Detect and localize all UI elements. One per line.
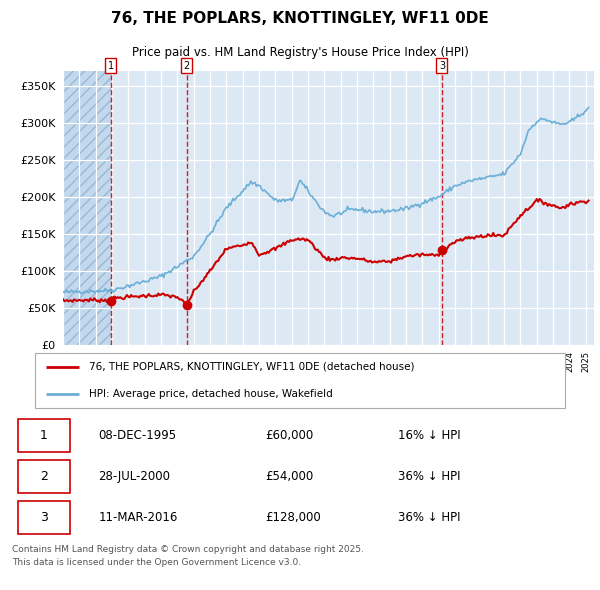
- Text: £128,000: £128,000: [265, 510, 321, 523]
- Text: 3: 3: [439, 61, 445, 71]
- Text: Price paid vs. HM Land Registry's House Price Index (HPI): Price paid vs. HM Land Registry's House …: [131, 47, 469, 60]
- Text: 36% ↓ HPI: 36% ↓ HPI: [398, 510, 460, 523]
- Text: 76, THE POPLARS, KNOTTINGLEY, WF11 0DE: 76, THE POPLARS, KNOTTINGLEY, WF11 0DE: [111, 11, 489, 27]
- FancyBboxPatch shape: [35, 353, 565, 408]
- Bar: [63, 71, 111, 345]
- Text: 2: 2: [40, 470, 47, 483]
- FancyBboxPatch shape: [18, 500, 70, 533]
- Text: Contains HM Land Registry data © Crown copyright and database right 2025.
This d: Contains HM Land Registry data © Crown c…: [12, 545, 364, 568]
- Text: 08-DEC-1995: 08-DEC-1995: [98, 430, 176, 442]
- Text: £60,000: £60,000: [265, 430, 314, 442]
- Text: 1: 1: [40, 430, 47, 442]
- Text: 2: 2: [184, 61, 190, 71]
- Text: 16% ↓ HPI: 16% ↓ HPI: [398, 430, 461, 442]
- FancyBboxPatch shape: [18, 419, 70, 453]
- Text: 28-JUL-2000: 28-JUL-2000: [98, 470, 170, 483]
- FancyBboxPatch shape: [18, 460, 70, 493]
- Text: HPI: Average price, detached house, Wakefield: HPI: Average price, detached house, Wake…: [89, 389, 333, 399]
- Text: £54,000: £54,000: [265, 470, 314, 483]
- Text: 11-MAR-2016: 11-MAR-2016: [98, 510, 178, 523]
- Text: 3: 3: [40, 510, 47, 523]
- Text: 1: 1: [107, 61, 114, 71]
- Text: 36% ↓ HPI: 36% ↓ HPI: [398, 470, 460, 483]
- Text: 76, THE POPLARS, KNOTTINGLEY, WF11 0DE (detached house): 76, THE POPLARS, KNOTTINGLEY, WF11 0DE (…: [89, 362, 415, 372]
